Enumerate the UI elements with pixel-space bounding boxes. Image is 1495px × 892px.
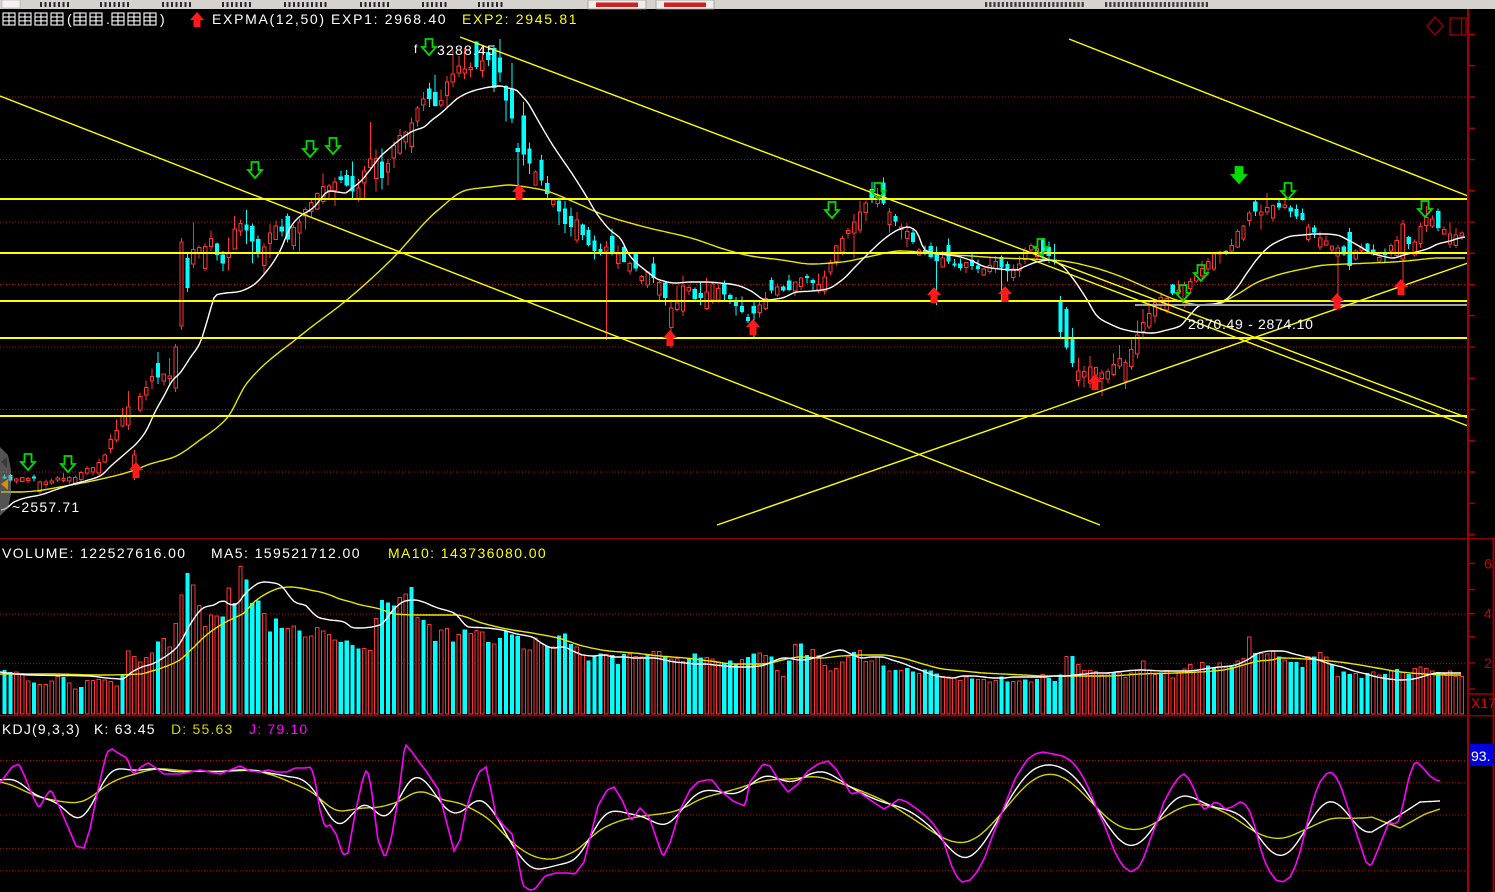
svg-text:.: .	[106, 11, 110, 27]
svg-text:~2557.71: ~2557.71	[12, 499, 80, 515]
svg-text:4: 4	[1484, 606, 1492, 622]
svg-text:(: (	[67, 11, 72, 27]
svg-text:f: f	[414, 42, 418, 56]
svg-text:2870.49 - 2874.10: 2870.49 - 2874.10	[1188, 316, 1314, 332]
svg-text:J: 79.10: J: 79.10	[249, 721, 308, 737]
svg-text:2: 2	[1484, 655, 1492, 671]
svg-text:EXP2: 2945.81: EXP2: 2945.81	[462, 11, 578, 27]
svg-text:EXP1: 2968.40: EXP1: 2968.40	[331, 11, 447, 27]
svg-text:6: 6	[1484, 555, 1492, 571]
svg-text:): )	[160, 11, 165, 27]
svg-text:MA5: 159521712.00: MA5: 159521712.00	[211, 545, 361, 561]
svg-text:X17: X17	[1471, 695, 1495, 711]
svg-text:D: 55.63: D: 55.63	[171, 721, 234, 737]
svg-text:EXPMA(12,50): EXPMA(12,50)	[212, 11, 326, 27]
svg-text:KDJ(9,3,3): KDJ(9,3,3)	[2, 721, 81, 737]
svg-text:VOLUME: 122527616.00: VOLUME: 122527616.00	[2, 545, 186, 561]
svg-text:93.: 93.	[1471, 748, 1490, 764]
svg-text:3288.45: 3288.45	[437, 42, 496, 58]
svg-text:K: 63.45: K: 63.45	[94, 721, 156, 737]
svg-text:MA10: 143736080.00: MA10: 143736080.00	[388, 545, 547, 561]
